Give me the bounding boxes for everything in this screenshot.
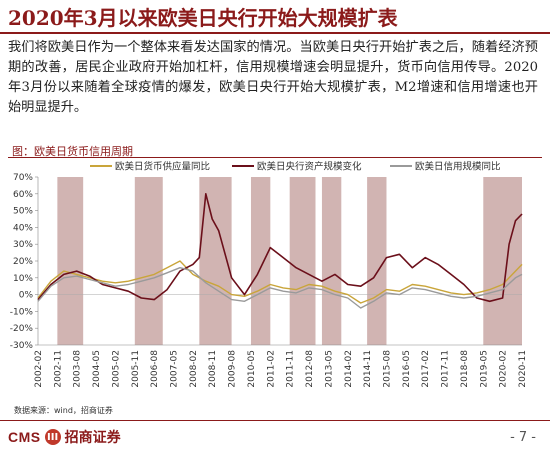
y-tick-label-8: -10% xyxy=(10,307,34,317)
x-tick-label-11: 2010-05 xyxy=(247,350,257,388)
x-tick-label-25: 2020-11 xyxy=(518,350,528,388)
x-tick-label-18: 2015-08 xyxy=(382,350,392,388)
y-tick-label-6: 10% xyxy=(13,274,33,284)
x-tick-label-22: 2018-08 xyxy=(460,350,470,388)
legend-label-2: 欧美日信用规模同比 xyxy=(415,161,501,173)
y-tick-label-9: -20% xyxy=(10,324,34,334)
logo-cms-text: CMS xyxy=(8,429,41,445)
shaded-period-0 xyxy=(57,177,84,345)
shaded-period-3 xyxy=(250,177,271,345)
legend-label-1: 欧美日央行资产规模变化 xyxy=(257,161,362,173)
series-line-1 xyxy=(37,193,523,303)
shaded-period-1 xyxy=(134,177,163,345)
chart-title: 图：欧美日货币信用周期 xyxy=(12,145,133,158)
y-tick-label-3: 40% xyxy=(13,223,33,233)
y-tick-label-7: 0% xyxy=(19,291,34,301)
x-tick-label-14: 2012-08 xyxy=(305,350,315,388)
chart-title-divider xyxy=(8,157,542,158)
x-tick-label-7: 2007-05 xyxy=(170,350,180,388)
x-tick-label-8: 2008-02 xyxy=(189,350,199,388)
logo-chinese-name: 招商证券 xyxy=(64,430,121,446)
footer-divider xyxy=(0,420,550,421)
y-tick-label-0: 70% xyxy=(13,173,33,183)
y-tick-label-2: 50% xyxy=(13,207,33,217)
x-tick-label-6: 2006-08 xyxy=(150,350,160,388)
x-tick-label-5: 2005-11 xyxy=(131,350,141,388)
x-tick-label-21: 2017-11 xyxy=(441,350,451,388)
x-tick-label-16: 2014-02 xyxy=(344,350,354,388)
shaded-period-4 xyxy=(289,177,316,345)
x-tick-label-24: 2020-02 xyxy=(499,350,509,388)
x-tick-label-9: 2008-11 xyxy=(208,350,218,388)
data-source: 数据来源：wind，招商证券 xyxy=(14,406,113,415)
x-tick-label-17: 2014-11 xyxy=(363,350,373,388)
legend-label-0: 欧美日货币供应量同比 xyxy=(115,161,210,173)
body-paragraph: 我们将欧美日作为一个整体来看发达国家的情况。当欧美日央行开始扩表之后，随着经济预… xyxy=(8,40,538,115)
series-line-2 xyxy=(37,267,523,309)
x-tick-label-19: 2016-05 xyxy=(402,350,412,388)
x-tick-label-13: 2011-11 xyxy=(286,350,296,388)
shaded-period-5 xyxy=(321,177,342,345)
logo-badge-icon: III xyxy=(44,429,61,445)
slide-title: 2020年3月以来欧美日央行开始大规模扩表 xyxy=(8,6,398,30)
x-tick-label-15: 2013-05 xyxy=(324,350,334,388)
page-number: - 7 - xyxy=(510,430,536,445)
series-line-0 xyxy=(37,260,523,304)
shaded-period-6 xyxy=(367,177,387,345)
x-tick-label-4: 2005-02 xyxy=(111,350,121,388)
x-tick-label-3: 2004-05 xyxy=(92,350,102,388)
y-tick-label-1: 60% xyxy=(13,190,33,200)
y-tick-label-5: 20% xyxy=(13,257,33,267)
x-tick-label-23: 2019-05 xyxy=(479,350,489,388)
y-tick-label-10: -30% xyxy=(10,341,34,351)
x-tick-label-0: 2002-02 xyxy=(34,350,44,388)
x-tick-label-2: 2003-08 xyxy=(73,350,83,388)
y-tick-label-4: 30% xyxy=(13,240,33,250)
company-logo: CMS III 招商证券 xyxy=(8,428,121,446)
title-divider xyxy=(0,32,550,34)
x-tick-label-20: 2017-02 xyxy=(421,350,431,388)
shaded-period-7 xyxy=(483,177,522,345)
x-tick-label-10: 2009-08 xyxy=(228,350,238,388)
x-tick-label-1: 2002-11 xyxy=(53,350,63,388)
x-tick-label-12: 2011-02 xyxy=(266,350,276,388)
